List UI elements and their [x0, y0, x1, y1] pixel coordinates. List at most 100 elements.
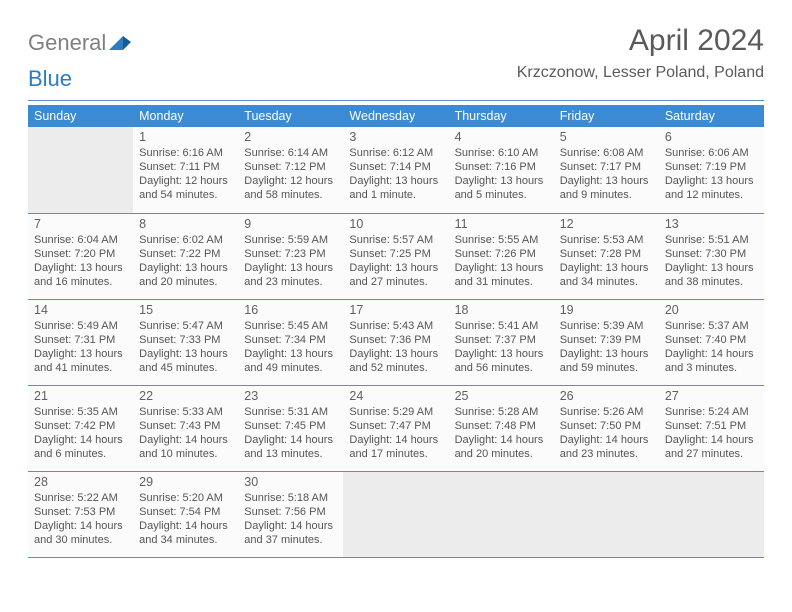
sunset-line: Sunset: 7:16 PM [455, 160, 548, 174]
day-number: 15 [139, 303, 232, 317]
daylight-line-2: and 1 minute. [349, 188, 442, 202]
calendar-body: 1Sunrise: 6:16 AMSunset: 7:11 PMDaylight… [28, 127, 764, 557]
daylight-line-1: Daylight: 13 hours [665, 174, 758, 188]
dow-row: Sunday Monday Tuesday Wednesday Thursday… [28, 105, 764, 127]
daylight-line-1: Daylight: 13 hours [349, 174, 442, 188]
day-number: 8 [139, 217, 232, 231]
calendar-day-cell: 13Sunrise: 5:51 AMSunset: 7:30 PMDayligh… [659, 213, 764, 299]
daylight-line-2: and 9 minutes. [560, 188, 653, 202]
sunrise-line: Sunrise: 5:49 AM [34, 319, 127, 333]
daylight-line-2: and 23 minutes. [560, 447, 653, 461]
daylight-line-2: and 27 minutes. [349, 275, 442, 289]
sunset-line: Sunset: 7:19 PM [665, 160, 758, 174]
daylight-line-1: Daylight: 14 hours [665, 347, 758, 361]
sunrise-line: Sunrise: 5:35 AM [34, 405, 127, 419]
page-title: April 2024 [517, 24, 764, 58]
daylight-line-2: and 58 minutes. [244, 188, 337, 202]
daylight-line-1: Daylight: 13 hours [455, 261, 548, 275]
day-number: 19 [560, 303, 653, 317]
daylight-line-1: Daylight: 14 hours [34, 433, 127, 447]
day-number: 14 [34, 303, 127, 317]
daylight-line-1: Daylight: 13 hours [244, 347, 337, 361]
daylight-line-2: and 54 minutes. [139, 188, 232, 202]
calendar-day-cell: 6 Sunrise: 6:06 AMSunset: 7:19 PMDaylight… [659, 127, 764, 213]
logo-text-blue: Blue [28, 66, 72, 92]
calendar-day-cell: 10Sunrise: 5:57 AMSunset: 7:25 PMDayligh… [343, 213, 448, 299]
daylight-line-2: and 6 minutes. [34, 447, 127, 461]
day-number: 1 [139, 130, 232, 144]
calendar-day-cell: 15Sunrise: 5:47 AMSunset: 7:33 PMDayligh… [133, 299, 238, 385]
day-number: 10 [349, 217, 442, 231]
calendar-empty-cell [343, 471, 448, 557]
calendar-day-cell: 30Sunrise: 5:18 AMSunset: 7:56 PMDayligh… [238, 471, 343, 557]
day-number: 18 [455, 303, 548, 317]
sunrise-line: Sunrise: 5:59 AM [244, 233, 337, 247]
sunset-line: Sunset: 7:48 PM [455, 419, 548, 433]
sunset-line: Sunset: 7:50 PM [560, 419, 653, 433]
day-number: 16 [244, 303, 337, 317]
daylight-line-1: Daylight: 13 hours [349, 347, 442, 361]
daylight-line-1: Daylight: 12 hours [244, 174, 337, 188]
sunset-line: Sunset: 7:54 PM [139, 505, 232, 519]
daylight-line-2: and 16 minutes. [34, 275, 127, 289]
page-subtitle: Krzczonow, Lesser Poland, Poland [517, 64, 764, 82]
sunrise-line: Sunrise: 5:31 AM [244, 405, 337, 419]
calendar-day-cell: 8Sunrise: 6:02 AMSunset: 7:22 PMDaylight… [133, 213, 238, 299]
daylight-line-2: and 59 minutes. [560, 361, 653, 375]
calendar-week-row: 1Sunrise: 6:16 AMSunset: 7:11 PMDaylight… [28, 127, 764, 213]
calendar-page: General April 2024 Krzczonow, Lesser Pol… [0, 0, 792, 578]
daylight-line-2: and 56 minutes. [455, 361, 548, 375]
daylight-line-1: Daylight: 13 hours [455, 174, 548, 188]
daylight-line-1: Daylight: 14 hours [455, 433, 548, 447]
title-block: April 2024 Krzczonow, Lesser Poland, Pol… [517, 24, 764, 82]
sunset-line: Sunset: 7:47 PM [349, 419, 442, 433]
calendar-day-cell: 2Sunrise: 6:14 AMSunset: 7:12 PMDaylight… [238, 127, 343, 213]
calendar-day-cell: 23Sunrise: 5:31 AMSunset: 7:45 PMDayligh… [238, 385, 343, 471]
sunset-line: Sunset: 7:25 PM [349, 247, 442, 261]
calendar-day-cell: 7Sunrise: 6:04 AMSunset: 7:20 PMDaylight… [28, 213, 133, 299]
sunset-line: Sunset: 7:33 PM [139, 333, 232, 347]
sunset-line: Sunset: 7:51 PM [665, 419, 758, 433]
daylight-line-1: Daylight: 13 hours [139, 347, 232, 361]
day-number: 27 [665, 389, 758, 403]
calendar-day-cell: 24Sunrise: 5:29 AMSunset: 7:47 PMDayligh… [343, 385, 448, 471]
logo: General [28, 30, 132, 56]
sunrise-line: Sunrise: 5:57 AM [349, 233, 442, 247]
calendar-empty-cell [28, 127, 133, 213]
dow-sunday: Sunday [28, 105, 133, 127]
dow-friday: Friday [554, 105, 659, 127]
daylight-line-1: Daylight: 13 hours [34, 261, 127, 275]
daylight-line-2: and 34 minutes. [560, 275, 653, 289]
calendar-day-cell: 22Sunrise: 5:33 AMSunset: 7:43 PMDayligh… [133, 385, 238, 471]
day-number: 11 [455, 217, 548, 231]
sunrise-line: Sunrise: 5:26 AM [560, 405, 653, 419]
daylight-line-2: and 27 minutes. [665, 447, 758, 461]
sunset-line: Sunset: 7:31 PM [34, 333, 127, 347]
sunrise-line: Sunrise: 6:16 AM [139, 146, 232, 160]
sunrise-line: Sunrise: 5:45 AM [244, 319, 337, 333]
calendar-empty-cell [554, 471, 659, 557]
sunrise-line: Sunrise: 5:51 AM [665, 233, 758, 247]
daylight-line-1: Daylight: 13 hours [139, 261, 232, 275]
sunset-line: Sunset: 7:36 PM [349, 333, 442, 347]
daylight-line-1: Daylight: 14 hours [139, 433, 232, 447]
daylight-line-2: and 5 minutes. [455, 188, 548, 202]
sunrise-line: Sunrise: 5:53 AM [560, 233, 653, 247]
calendar-day-cell: 20Sunrise: 5:37 AMSunset: 7:40 PMDayligh… [659, 299, 764, 385]
daylight-line-1: Daylight: 13 hours [34, 347, 127, 361]
sunset-line: Sunset: 7:34 PM [244, 333, 337, 347]
dow-wednesday: Wednesday [343, 105, 448, 127]
calendar-day-cell: 26Sunrise: 5:26 AMSunset: 7:50 PMDayligh… [554, 385, 659, 471]
day-number: 6 [665, 130, 758, 144]
dow-tuesday: Tuesday [238, 105, 343, 127]
day-number: 17 [349, 303, 442, 317]
day-number: 25 [455, 389, 548, 403]
day-number: 4 [455, 130, 548, 144]
sunset-line: Sunset: 7:28 PM [560, 247, 653, 261]
daylight-line-2: and 23 minutes. [244, 275, 337, 289]
daylight-line-2: and 10 minutes. [139, 447, 232, 461]
sunrise-line: Sunrise: 6:06 AM [665, 146, 758, 160]
daylight-line-2: and 52 minutes. [349, 361, 442, 375]
day-number: 3 [349, 130, 442, 144]
day-number: 24 [349, 389, 442, 403]
